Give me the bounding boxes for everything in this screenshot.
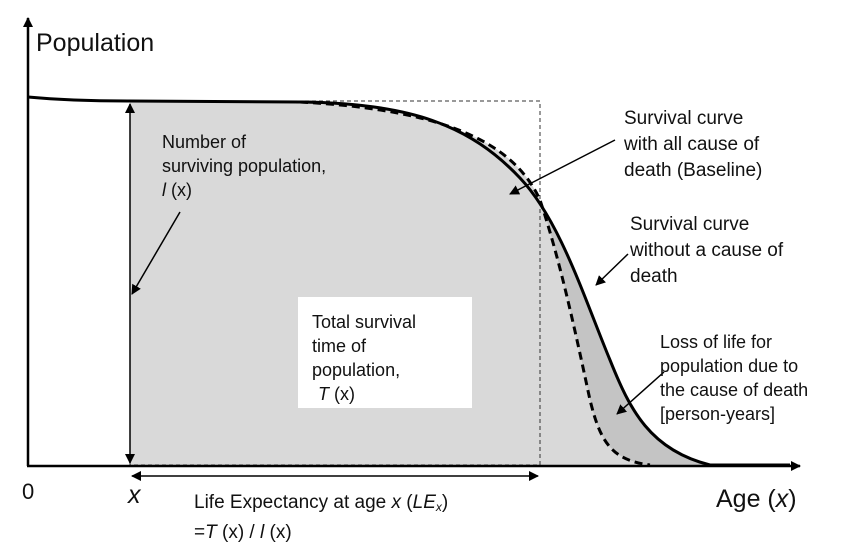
total-arg: (x) bbox=[329, 384, 355, 404]
le-mid: (x) / bbox=[216, 522, 260, 543]
surviving-line2: surviving population, bbox=[162, 156, 327, 176]
loss-line3: the cause of death bbox=[660, 380, 809, 400]
y-axis-title: Population bbox=[36, 29, 155, 57]
total-var: T bbox=[318, 384, 329, 404]
surviving-population-label: Number of surviving population, l (x) bbox=[162, 130, 326, 202]
surviving-var: l bbox=[162, 180, 166, 200]
total-survival-label: Total survival time of population, T (x) bbox=[312, 310, 416, 406]
surviving-arg: (x) bbox=[166, 180, 192, 200]
baseline-pointer-arrow bbox=[509, 139, 616, 195]
origin-label: 0 bbox=[22, 479, 35, 504]
le-eq: = bbox=[194, 522, 206, 543]
total-survival-box bbox=[298, 297, 472, 408]
survival-curve-without-cause bbox=[27, 95, 790, 467]
surviving-line1: Number of bbox=[162, 132, 247, 152]
life-expectancy-label: Life Expectancy at age x (LEx) =T (x) / … bbox=[194, 490, 448, 545]
without-line2: without a cause of bbox=[630, 240, 784, 261]
le-subscript: x bbox=[435, 500, 442, 514]
loss-line2: population due to bbox=[660, 356, 799, 376]
baseline-curve-label: Survival curve with all cause of death (… bbox=[624, 106, 762, 184]
le-l: l bbox=[260, 522, 265, 543]
loss-line1: Loss of life for bbox=[660, 332, 773, 352]
le-var: x bbox=[391, 492, 402, 513]
total-line3: population, bbox=[312, 360, 401, 380]
total-line1: Total survival bbox=[312, 312, 417, 332]
surviving-line3: l (x) bbox=[162, 178, 326, 202]
loss-pointer-arrow bbox=[616, 371, 665, 415]
le-line1: Life Expectancy at age x (LEx) bbox=[194, 490, 448, 520]
without-pointer-arrow bbox=[595, 253, 629, 286]
baseline-line2: with all cause of bbox=[624, 134, 760, 155]
le-end: (x) bbox=[264, 522, 292, 543]
loss-of-life-label: Loss of life for population due to the c… bbox=[660, 330, 808, 426]
without-cause-curve-label: Survival curve without a cause of death bbox=[630, 212, 783, 290]
le-symbol: LE bbox=[412, 492, 436, 513]
le-open: ( bbox=[401, 492, 413, 513]
le-line2: =T (x) / l (x) bbox=[194, 520, 448, 545]
x-axis-title-prefix: Age ( bbox=[716, 485, 776, 513]
le-prefix: Life Expectancy at age bbox=[194, 492, 392, 513]
x-axis-title: Age (x) bbox=[716, 484, 797, 514]
x-tick-label: x bbox=[128, 481, 141, 509]
baseline-line3: death (Baseline) bbox=[624, 160, 763, 181]
x-axis-title-var: x bbox=[775, 485, 789, 513]
x-axis-title-suffix: ) bbox=[788, 485, 797, 513]
without-line3: death bbox=[630, 266, 678, 287]
total-line2: time of bbox=[312, 336, 367, 356]
total-line4: T (x) bbox=[312, 382, 416, 406]
le-close: ) bbox=[441, 492, 449, 513]
surviving-pointer-arrow bbox=[131, 211, 181, 295]
loss-line4: [person-years] bbox=[660, 404, 776, 424]
baseline-line1: Survival curve bbox=[624, 108, 744, 129]
le-T: T bbox=[205, 522, 217, 543]
without-line1: Survival curve bbox=[630, 214, 750, 235]
